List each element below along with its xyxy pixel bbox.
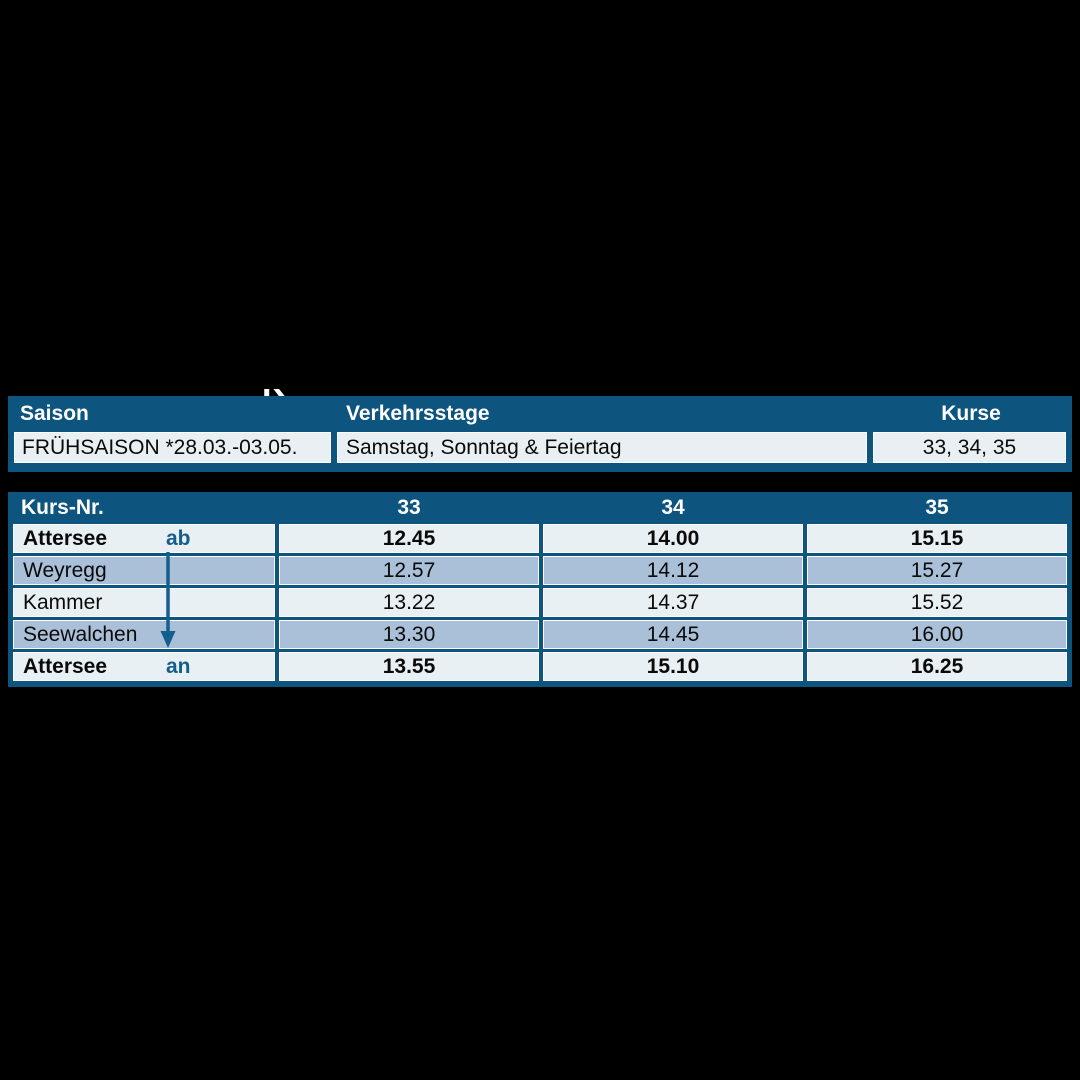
time-cell: 15.10 (543, 652, 803, 681)
courses-value: 33, 34, 35 (873, 432, 1066, 463)
course-35-header: 35 (925, 496, 949, 519)
course-number-header: Kurs-Nr. (21, 496, 104, 519)
time-cell: 13.55 (279, 652, 539, 681)
time-cell: 13.22 (279, 588, 539, 617)
time-cell: 15.52 (807, 588, 1067, 617)
time-cell: 12.45 (279, 524, 539, 553)
schedule-table: Kurs-Nr. 33 34 35 Attersee ab 12.45 14.0… (8, 492, 1072, 687)
time-cell: 15.27 (807, 556, 1067, 585)
table-row-attersee-ab: Attersee ab 12.45 14.00 15.15 (13, 524, 1067, 553)
season-table-data-row: FRÜHSAISON *28.03.-03.05. Samstag, Sonnt… (8, 432, 1072, 463)
station-name: Attersee (23, 654, 108, 678)
courses-header: Kurse (941, 402, 1001, 425)
station-name: Kammer (23, 590, 103, 614)
station-name: Seewalchen (23, 622, 138, 646)
station-name: Weyregg (23, 558, 107, 582)
season-table: Saison Verkehrsstage Kurse FRÜHSAISON *2… (8, 396, 1072, 472)
clipped-title-letter: K (262, 389, 287, 397)
time-cell: 13.30 (279, 620, 539, 649)
table-row-weyregg: Weyregg 12.57 14.12 15.27 (13, 556, 1067, 585)
departure-marker: ab (166, 526, 191, 550)
operating-days-value: Samstag, Sonntag & Feiertag (337, 432, 867, 463)
clipped-title-fragment: K (256, 389, 300, 397)
table-row-seewalchen: Seewalchen 13.30 14.45 16.00 (13, 620, 1067, 649)
time-cell: 14.00 (543, 524, 803, 553)
schedule-header-row: Kurs-Nr. 33 34 35 (13, 492, 1067, 524)
time-cell: 14.12 (543, 556, 803, 585)
season-header: Saison (20, 402, 89, 425)
time-cell: 14.37 (543, 588, 803, 617)
season-table-header-row: Saison Verkehrsstage Kurse (8, 396, 1072, 432)
operating-days-header: Verkehrsstage (346, 402, 490, 425)
course-34-header: 34 (661, 496, 685, 519)
time-cell: 16.25 (807, 652, 1067, 681)
time-cell: 12.57 (279, 556, 539, 585)
time-cell: 14.45 (543, 620, 803, 649)
time-cell: 16.00 (807, 620, 1067, 649)
table-row-kammer: Kammer 13.22 14.37 15.52 (13, 588, 1067, 617)
station-name: Attersee (23, 526, 108, 550)
course-33-header: 33 (397, 496, 421, 519)
season-value: FRÜHSAISON *28.03.-03.05. (14, 432, 331, 463)
time-cell: 15.15 (807, 524, 1067, 553)
table-row-attersee-an: Attersee an 13.55 15.10 16.25 (13, 652, 1067, 681)
arrival-marker: an (166, 654, 191, 678)
